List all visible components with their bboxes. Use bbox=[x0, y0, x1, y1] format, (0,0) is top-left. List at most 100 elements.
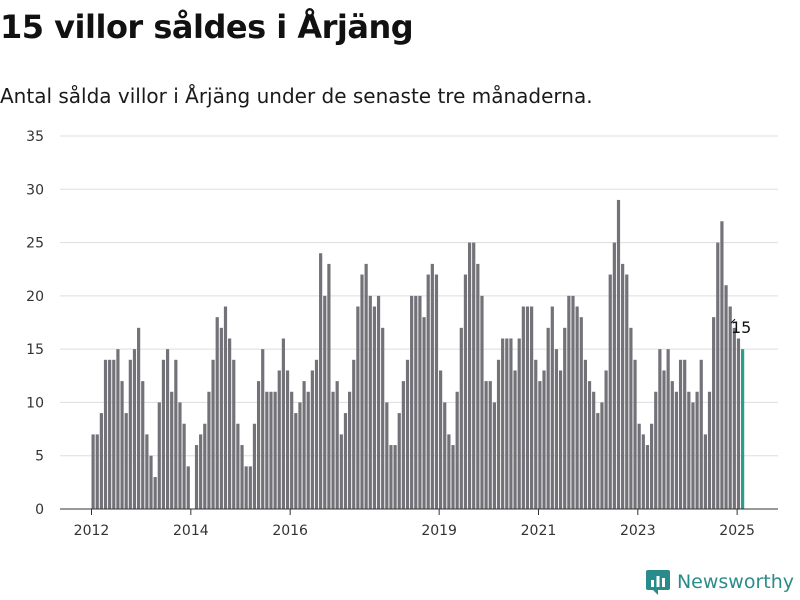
bar bbox=[712, 317, 716, 509]
bar bbox=[571, 295, 575, 509]
x-tick-label: 2016 bbox=[272, 523, 308, 539]
bar bbox=[724, 285, 728, 509]
bar bbox=[736, 338, 741, 509]
bar bbox=[600, 402, 604, 509]
bar bbox=[240, 445, 244, 509]
bar bbox=[637, 423, 641, 509]
x-tick-label: 2025 bbox=[719, 523, 755, 539]
bar bbox=[381, 327, 385, 509]
bar bbox=[170, 391, 174, 509]
bar bbox=[728, 306, 732, 509]
y-tick-label: 15 bbox=[26, 342, 44, 358]
bar bbox=[219, 327, 223, 509]
bar bbox=[472, 242, 476, 509]
bar bbox=[389, 445, 393, 509]
bar bbox=[248, 466, 252, 509]
bar bbox=[525, 306, 530, 509]
bar bbox=[145, 434, 149, 509]
bar bbox=[505, 338, 509, 509]
bar bbox=[575, 306, 579, 509]
bar bbox=[521, 306, 525, 509]
bar bbox=[385, 402, 389, 509]
bar bbox=[244, 466, 248, 509]
bar bbox=[343, 413, 348, 509]
bar bbox=[128, 359, 132, 509]
x-tick-label: 2012 bbox=[74, 523, 110, 539]
bar bbox=[290, 391, 294, 509]
brand-logo[interactable]: Newsworthy bbox=[645, 569, 794, 595]
bar bbox=[99, 413, 103, 509]
bar bbox=[269, 391, 273, 509]
bar bbox=[141, 381, 145, 509]
bar bbox=[314, 359, 319, 509]
annotation-pointer bbox=[730, 318, 736, 324]
bar bbox=[463, 274, 468, 509]
bar bbox=[376, 295, 381, 509]
y-tick-label: 0 bbox=[35, 502, 44, 518]
bar bbox=[546, 327, 550, 509]
bar bbox=[530, 306, 534, 509]
bar bbox=[658, 349, 662, 509]
bar bbox=[182, 423, 186, 509]
bar bbox=[256, 381, 261, 509]
bar bbox=[422, 317, 426, 509]
bar bbox=[592, 391, 596, 509]
bar bbox=[616, 199, 621, 509]
bar bbox=[236, 423, 240, 509]
bar bbox=[480, 295, 484, 509]
bar bbox=[418, 295, 422, 509]
brand-name: Newsworthy bbox=[676, 571, 794, 593]
bar bbox=[662, 370, 666, 509]
bar bbox=[579, 317, 583, 509]
bar bbox=[720, 221, 724, 509]
bar bbox=[294, 413, 298, 509]
y-tick-label: 10 bbox=[26, 395, 44, 411]
chart-title: 15 villor såldes i Årjäng bbox=[0, 8, 414, 46]
bar bbox=[232, 359, 236, 509]
bar bbox=[447, 434, 451, 509]
bar bbox=[608, 274, 612, 509]
bar bbox=[186, 466, 190, 509]
bar bbox=[558, 370, 563, 509]
bar bbox=[352, 359, 356, 509]
bar bbox=[228, 338, 232, 509]
bar bbox=[451, 445, 455, 509]
bar bbox=[629, 327, 633, 509]
bar bbox=[215, 317, 219, 509]
bar bbox=[625, 274, 629, 509]
annotation-label: 15 bbox=[731, 318, 751, 337]
bar bbox=[687, 391, 691, 509]
y-tick-label: 20 bbox=[26, 289, 44, 305]
bar bbox=[732, 327, 736, 509]
bar bbox=[112, 359, 116, 509]
bar bbox=[517, 338, 521, 509]
bar bbox=[331, 391, 335, 509]
bar bbox=[641, 434, 645, 509]
bar bbox=[91, 434, 95, 509]
bar bbox=[703, 434, 707, 509]
bar bbox=[149, 455, 153, 509]
bar bbox=[124, 413, 128, 509]
bar bbox=[356, 306, 360, 509]
bar bbox=[108, 359, 112, 509]
bar bbox=[596, 413, 600, 509]
bar bbox=[207, 391, 211, 509]
bar bbox=[165, 349, 170, 509]
bar bbox=[674, 391, 679, 509]
bar bbox=[132, 349, 137, 509]
bar bbox=[174, 359, 178, 509]
bar bbox=[211, 359, 215, 509]
x-tick-label: 2021 bbox=[521, 523, 557, 539]
bar bbox=[252, 423, 257, 509]
bar bbox=[285, 370, 290, 509]
bar bbox=[364, 263, 368, 509]
bar bbox=[488, 381, 492, 509]
bar bbox=[414, 295, 418, 509]
bar bbox=[194, 445, 199, 509]
bar bbox=[397, 413, 401, 509]
bar bbox=[161, 359, 166, 509]
bar bbox=[534, 359, 538, 509]
bar bbox=[550, 306, 554, 509]
